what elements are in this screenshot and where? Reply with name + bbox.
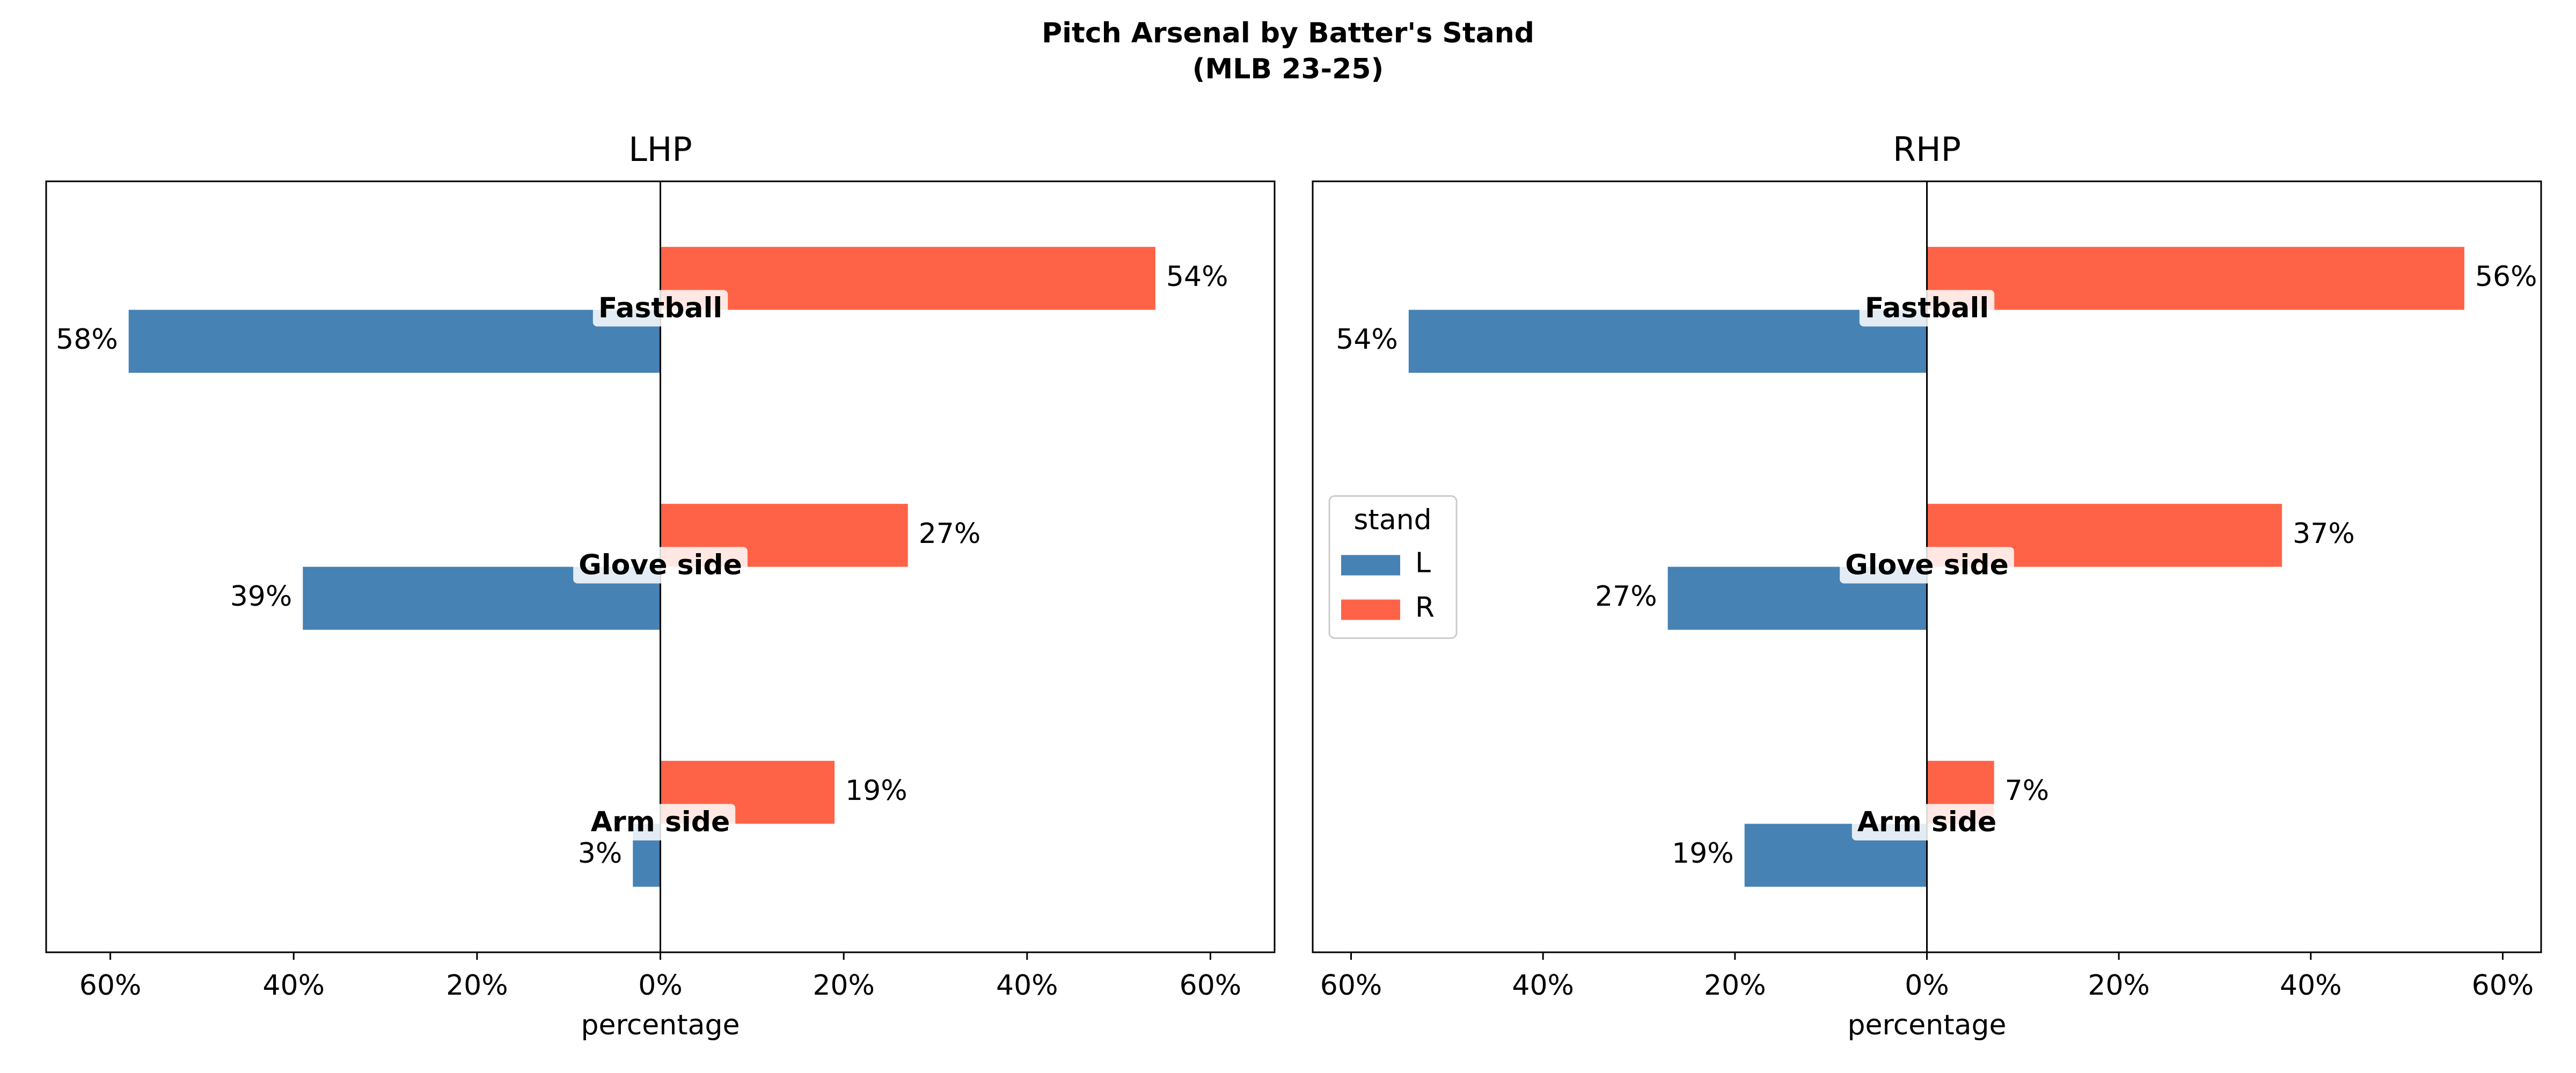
category-label-box (1859, 290, 1995, 327)
legend-swatch (1341, 599, 1400, 620)
category-label: Glove side (579, 549, 742, 582)
panel-title: LHP (628, 130, 692, 169)
category-label-box (1851, 804, 2002, 841)
x-axis-label: percentage (1847, 1009, 2006, 1041)
x-tick-label: 60% (1320, 969, 1382, 1002)
x-tick-label: 20% (446, 969, 508, 1002)
legend-label: L (1415, 547, 1431, 579)
value-label: 27% (1595, 580, 1657, 613)
panel-title: RHP (1893, 130, 1961, 169)
value-label: 7% (2005, 775, 2050, 807)
value-label: 3% (578, 837, 623, 870)
figure-title: Pitch Arsenal by Batter's Stand (1042, 17, 1534, 49)
value-label: 54% (1336, 324, 1398, 356)
category-label-group: Glove side (573, 547, 748, 584)
axes-frame (45, 180, 1276, 953)
category-label: Arm side (591, 806, 730, 839)
x-tick-label: 40% (1512, 969, 1574, 1002)
legend-label: R (1415, 592, 1435, 624)
category-label: Glove side (1845, 549, 2009, 582)
category-label-group: Arm side (1851, 804, 2002, 841)
value-label: 39% (230, 580, 292, 613)
category-label-group: Fastball (1859, 290, 1995, 327)
category-label-group: Glove side (1840, 547, 2014, 584)
category-label-group: Fastball (592, 290, 728, 327)
bar (1927, 247, 2464, 310)
x-tick-label: 0% (1905, 969, 1949, 1002)
bar (660, 247, 1155, 310)
x-tick-label: 20% (813, 969, 875, 1002)
value-label: 58% (56, 324, 118, 356)
bar (1408, 310, 1927, 373)
figure-subtitle: (MLB 23-25) (1192, 53, 1384, 85)
legend-swatch (1341, 555, 1400, 576)
x-tick-label: 60% (2472, 969, 2534, 1002)
x-tick-label: 40% (2280, 969, 2342, 1002)
x-tick-label: 60% (1180, 969, 1242, 1002)
bar (128, 310, 661, 373)
x-tick-label: 0% (638, 969, 683, 1002)
x-tick-label: 40% (996, 969, 1058, 1002)
value-label: 19% (845, 775, 908, 807)
value-label: 54% (1166, 261, 1228, 293)
x-tick-label: 20% (2088, 969, 2150, 1002)
category-label: Fastball (1865, 292, 1989, 325)
category-label: Fastball (598, 292, 722, 325)
category-label-group: Arm side (585, 804, 736, 841)
x-tick-label: 60% (79, 969, 142, 1002)
category-label-box (585, 804, 736, 841)
legend-title: stand (1353, 504, 1431, 536)
x-tick-label: 20% (1704, 969, 1766, 1002)
category-label-box (573, 547, 748, 584)
value-label: 19% (1672, 837, 1734, 870)
category-label: Arm side (1857, 806, 1996, 839)
category-label-box (592, 290, 728, 327)
value-label: 27% (919, 518, 981, 550)
value-label: 37% (2293, 518, 2355, 550)
category-label-box (1840, 547, 2014, 584)
x-axis-label: percentage (581, 1009, 740, 1041)
x-tick-label: 40% (262, 969, 325, 1002)
value-label: 56% (2475, 261, 2537, 293)
axes-frame (1312, 180, 2542, 953)
